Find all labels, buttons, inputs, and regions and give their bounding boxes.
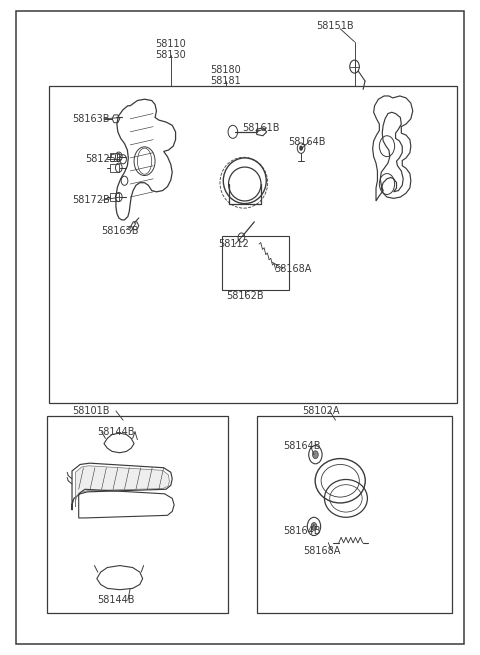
Text: 58164B: 58164B — [283, 441, 321, 451]
Text: 58162B: 58162B — [226, 291, 264, 301]
Bar — [110, 164, 119, 172]
Text: 58112: 58112 — [218, 239, 250, 249]
Circle shape — [312, 451, 318, 458]
Text: 58168A: 58168A — [275, 264, 312, 274]
Text: 58125F: 58125F — [85, 154, 121, 164]
Text: 58168A: 58168A — [303, 546, 340, 555]
Text: 58180: 58180 — [210, 65, 241, 75]
Text: 58163B: 58163B — [102, 226, 139, 236]
Text: 58110: 58110 — [156, 39, 186, 48]
Text: 58101B: 58101B — [72, 406, 109, 416]
Text: 58164B: 58164B — [283, 526, 321, 536]
Text: 58161B: 58161B — [242, 123, 280, 133]
Text: 58144B: 58144B — [97, 427, 134, 437]
Bar — [110, 153, 119, 160]
Text: 58163B: 58163B — [72, 114, 109, 124]
Text: 58164B: 58164B — [288, 137, 325, 147]
Circle shape — [299, 145, 303, 151]
Text: 58151B: 58151B — [317, 21, 354, 31]
Circle shape — [311, 523, 317, 531]
Text: 58102A: 58102A — [302, 406, 339, 416]
Text: 58172B: 58172B — [72, 195, 110, 205]
Polygon shape — [75, 466, 169, 507]
Text: 58130: 58130 — [156, 50, 186, 60]
Text: 58144B: 58144B — [97, 595, 134, 605]
Bar — [110, 193, 119, 201]
Text: 58181: 58181 — [210, 76, 241, 86]
